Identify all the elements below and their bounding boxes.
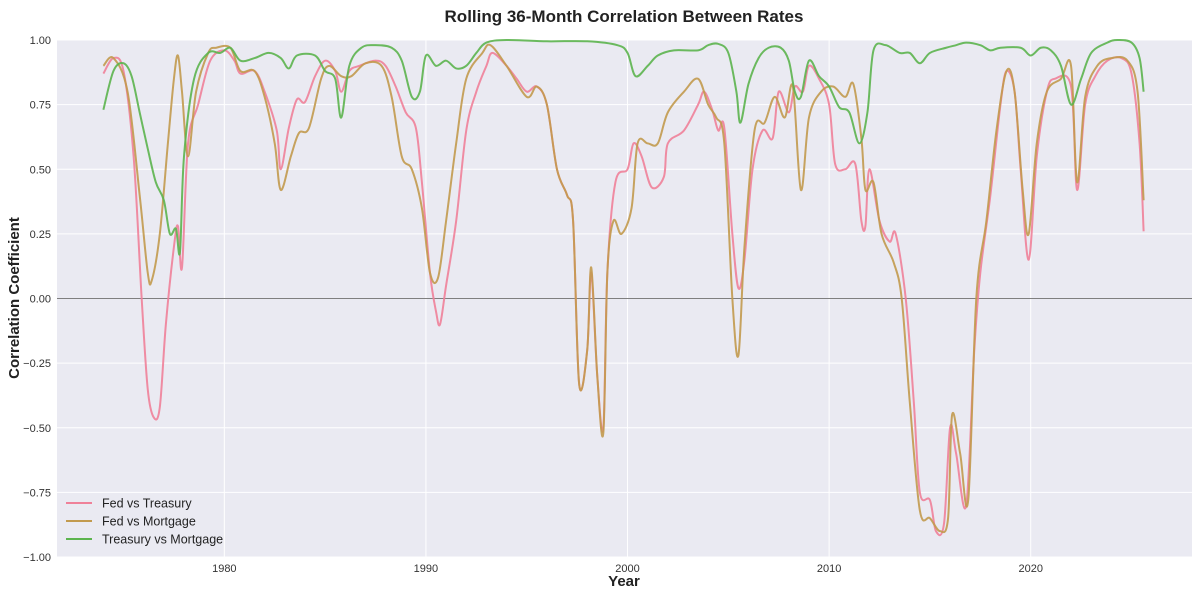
x-axis-label: Year bbox=[608, 573, 640, 590]
x-tick-label: 1990 bbox=[414, 563, 438, 575]
y-tick-label: −1.00 bbox=[23, 552, 51, 564]
y-tick-label: −0.25 bbox=[23, 358, 51, 370]
y-axis-label: Correlation Coefficient bbox=[6, 217, 23, 379]
series-line-treasury-vs-mortgage bbox=[102, 38, 1145, 256]
y-tick-label: 0.75 bbox=[30, 100, 51, 112]
x-tick-label: 1980 bbox=[212, 563, 236, 575]
y-tick-label: 0.00 bbox=[30, 294, 51, 306]
y-tick-label: −0.75 bbox=[23, 487, 51, 499]
x-tick-label: 2000 bbox=[615, 563, 639, 575]
x-tick-label: 2010 bbox=[817, 563, 841, 575]
legend-label: Fed vs Mortgage bbox=[102, 515, 196, 529]
chart-title: Rolling 36-Month Correlation Between Rat… bbox=[445, 7, 804, 26]
series-line-fed-vs-mortgage bbox=[102, 43, 1145, 534]
y-tick-label: −0.50 bbox=[23, 423, 51, 435]
legend-label: Fed vs Treasury bbox=[102, 497, 192, 511]
series-lines bbox=[102, 38, 1145, 537]
ticks: −1.00 −0.75 −0.50 −0.25 0.00 0.25 0.50 0.75 1.00… bbox=[23, 35, 1043, 575]
y-tick-label: 0.50 bbox=[30, 164, 51, 176]
y-tick-label: 1.00 bbox=[30, 35, 51, 47]
x-tick-label: 2020 bbox=[1018, 563, 1042, 575]
legend-label: Treasury vs Mortgage bbox=[102, 533, 223, 547]
legend: Fed vs Treasury Fed vs Mortgage Treasury v… bbox=[66, 497, 223, 547]
y-tick-label: 0.25 bbox=[30, 229, 51, 241]
